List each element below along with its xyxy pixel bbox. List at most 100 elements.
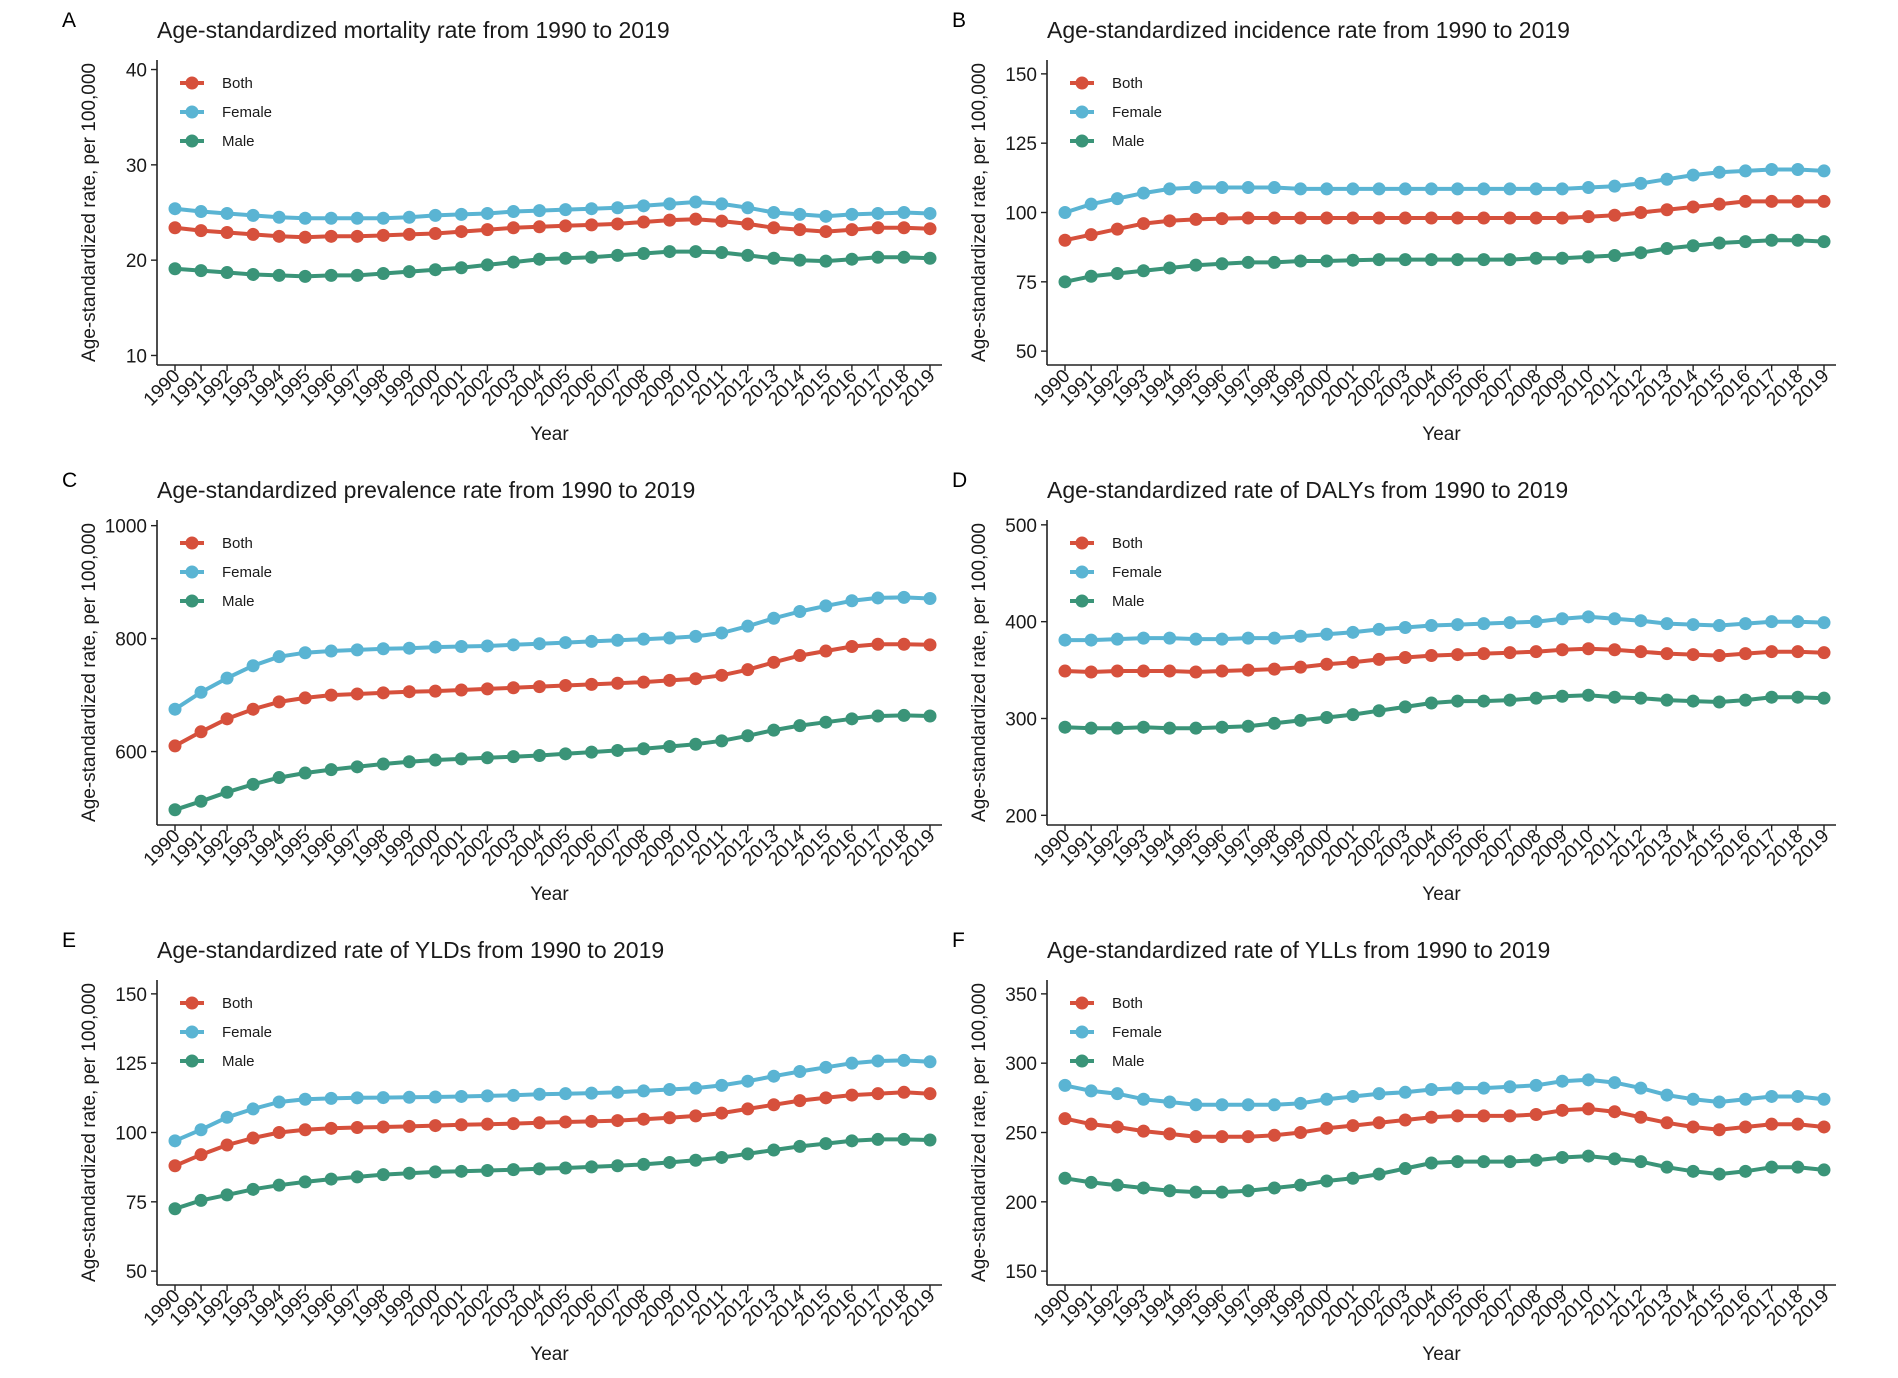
data-point-male: [559, 1161, 573, 1175]
y-tick-label: 75: [1016, 273, 1037, 294]
data-point-male: [480, 258, 494, 272]
data-point-female: [428, 208, 442, 222]
data-point-both: [845, 223, 859, 237]
data-point-both: [532, 220, 546, 234]
legend-item-female: Female: [1070, 1024, 1162, 1041]
y-tick-label: 300: [1005, 709, 1037, 730]
data-point-female: [1267, 1098, 1281, 1112]
data-point-both: [298, 230, 312, 244]
data-point-female: [1058, 633, 1072, 647]
data-point-both: [1660, 1116, 1674, 1130]
data-point-both: [663, 213, 677, 227]
series-both: [168, 637, 937, 753]
data-point-male: [1765, 1160, 1779, 1174]
data-point-male: [819, 254, 833, 268]
data-point-female: [272, 210, 286, 224]
data-point-female: [871, 1054, 885, 1068]
legend-label: Both: [222, 995, 253, 1012]
data-point-both: [350, 229, 364, 243]
data-point-both: [1608, 1105, 1622, 1119]
data-point-both: [402, 227, 416, 241]
legend-label: Both: [1112, 995, 1143, 1012]
data-point-female: [1294, 1096, 1308, 1110]
data-point-female: [298, 1092, 312, 1106]
y-axis-title: Age-standardized rate, per 100,000: [969, 983, 990, 1282]
data-point-female: [1477, 617, 1491, 631]
data-point-both: [1058, 1112, 1072, 1126]
data-point-male: [1634, 691, 1648, 705]
data-point-both: [1110, 664, 1124, 678]
y-tick-label: 350: [1005, 985, 1037, 1006]
data-point-both: [454, 683, 468, 697]
y-tick-label: 100: [115, 1124, 147, 1145]
data-point-male: [532, 1162, 546, 1176]
data-point-both: [793, 649, 807, 663]
data-point-female: [923, 592, 937, 606]
data-point-female: [585, 1086, 599, 1100]
data-point-male: [298, 269, 312, 283]
legend-label: Both: [1112, 535, 1143, 552]
data-point-both: [1137, 217, 1151, 231]
data-point-both: [585, 218, 599, 232]
data-point-male: [1424, 696, 1438, 710]
data-point-both: [923, 1087, 937, 1101]
data-point-male: [376, 1168, 390, 1182]
legend-item-both: Both: [1070, 75, 1143, 92]
panel-letter: D: [952, 469, 967, 492]
data-point-female: [559, 203, 573, 217]
data-point-male: [1372, 704, 1386, 718]
legend-label: Female: [222, 104, 272, 121]
data-point-female: [1555, 182, 1569, 196]
data-point-female: [689, 629, 703, 643]
data-point-female: [559, 1087, 573, 1101]
series-female: [1058, 610, 1831, 647]
data-point-both: [246, 1131, 260, 1145]
data-point-female: [793, 207, 807, 221]
data-point-male: [220, 1188, 234, 1202]
data-point-female: [793, 1065, 807, 1078]
data-point-female: [1215, 1098, 1229, 1112]
data-point-male: [1137, 264, 1151, 278]
legend-marker: [1075, 594, 1089, 608]
y-axis-title: Age-standardized rate, per 100,000: [79, 523, 100, 822]
data-point-both: [1791, 1117, 1805, 1131]
data-point-both: [1346, 211, 1360, 225]
data-point-both: [1581, 1102, 1595, 1116]
data-point-both: [741, 217, 755, 231]
data-point-male: [767, 723, 781, 737]
data-point-male: [1346, 253, 1360, 267]
data-point-male: [1608, 248, 1622, 262]
data-point-both: [1241, 1130, 1255, 1144]
data-point-female: [1058, 1078, 1072, 1092]
data-point-both: [1163, 664, 1177, 678]
data-point-female: [324, 644, 338, 658]
data-point-male: [689, 737, 703, 751]
panel-e: E Age-standardized rate of YLDs from 1990…: [62, 929, 942, 1365]
data-point-both: [1503, 646, 1517, 660]
data-point-both: [428, 1119, 442, 1133]
data-point-male: [1215, 257, 1229, 271]
data-point-female: [1817, 164, 1831, 178]
data-point-female: [845, 207, 859, 221]
data-point-female: [376, 642, 390, 656]
legend-item-male: Male: [1070, 1053, 1145, 1070]
data-point-female: [1451, 1081, 1465, 1095]
data-point-female: [1634, 1081, 1648, 1095]
data-point-female: [1137, 186, 1151, 200]
data-point-female: [1791, 163, 1805, 177]
data-point-female: [897, 1053, 911, 1067]
data-point-male: [1163, 1184, 1177, 1198]
series-both: [168, 212, 937, 244]
data-point-male: [168, 803, 182, 817]
series-male: [168, 708, 937, 817]
data-point-both: [767, 655, 781, 669]
data-point-male: [585, 1160, 599, 1174]
data-point-both: [1738, 647, 1752, 661]
data-point-both: [1660, 203, 1674, 217]
data-point-both: [1765, 1117, 1779, 1131]
data-point-female: [1686, 168, 1700, 182]
data-point-both: [611, 217, 625, 231]
series-male: [168, 245, 937, 283]
data-point-both: [1660, 647, 1674, 661]
data-point-both: [194, 1148, 208, 1162]
